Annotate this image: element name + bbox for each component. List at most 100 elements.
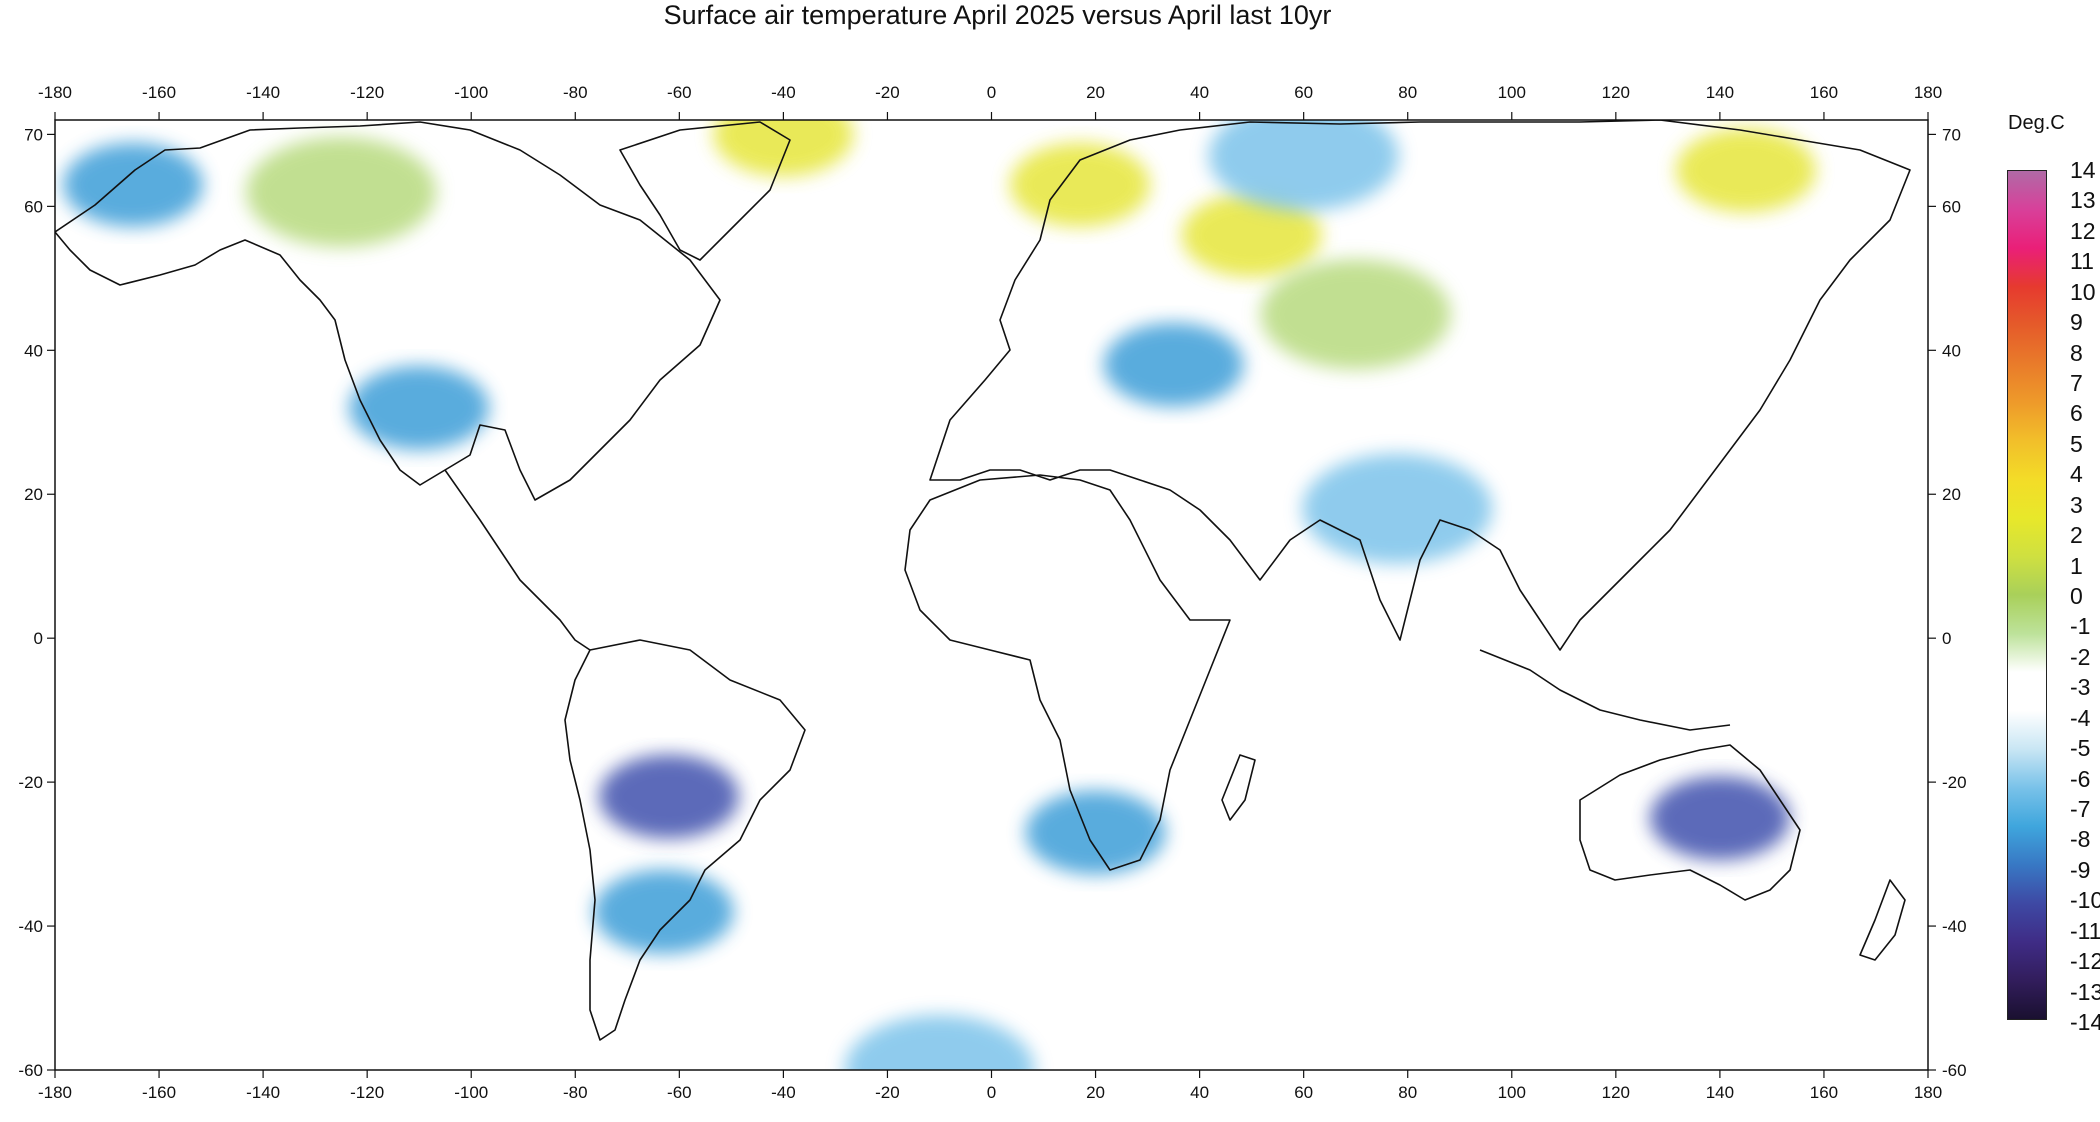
tick-label: -40 <box>771 83 796 102</box>
anomaly-region <box>1103 322 1244 407</box>
tick-label: 80 <box>1398 1083 1417 1102</box>
tick-label: 160 <box>1810 1083 1838 1102</box>
tick-label: 100 <box>1498 1083 1526 1102</box>
tick-label: -180 <box>38 1083 72 1102</box>
tick-label: -120 <box>350 1083 384 1102</box>
map-plot-area <box>54 119 1929 1071</box>
north-america-outline <box>55 121 721 501</box>
tick-label: 120 <box>1602 1083 1630 1102</box>
tick-label: -20 <box>875 83 900 102</box>
colorbar-label: -4 <box>2070 704 2091 731</box>
tick-label: 40 <box>1942 341 1961 360</box>
tick-label: -80 <box>563 1083 588 1102</box>
anomaly-region <box>1675 128 1816 213</box>
anomaly-region <box>1208 120 1399 211</box>
tick-label: 40 <box>1190 1083 1209 1102</box>
tick-label: 100 <box>1498 83 1526 102</box>
colorbar-label: -5 <box>2070 735 2091 762</box>
tick-label: -140 <box>246 1083 280 1102</box>
new-zealand-outline <box>1859 879 1906 961</box>
anomaly-region <box>349 365 490 450</box>
colorbar <box>2007 170 2047 1020</box>
axis-ticks: -180 -180 -160 -160 -140 -140 -120 -120 -100 -100… <box>18 83 1966 1102</box>
colorbar-label: -13 <box>2070 978 2100 1005</box>
tick-label: 0 <box>1942 629 1951 648</box>
colorbar-label: -11 <box>2070 917 2100 944</box>
anomaly-region <box>593 869 734 954</box>
anomaly-layer <box>63 120 1816 1070</box>
anomaly-region <box>1181 193 1322 278</box>
tick-label: 180 <box>1914 83 1942 102</box>
tick-label: -180 <box>38 83 72 102</box>
tick-label: -40 <box>771 1083 796 1102</box>
colorbar-label: 13 <box>2070 187 2096 214</box>
colorbar-label: -7 <box>2070 796 2091 822</box>
colorbar-title: Deg.C <box>2008 112 2065 134</box>
anomaly-region <box>1260 259 1451 370</box>
colorbar-label: -10 <box>2070 887 2100 914</box>
colorbar-label: 11 <box>2070 248 2094 275</box>
tick-label: 180 <box>1914 1083 1942 1102</box>
tick-label: 40 <box>1190 83 1209 102</box>
colorbar-label: 6 <box>2070 400 2083 427</box>
colorbar-label: 2 <box>2070 522 2083 549</box>
colorbar-label: -8 <box>2070 826 2091 853</box>
madagascar-outline <box>1221 754 1256 821</box>
colorbar-label: -6 <box>2070 765 2091 792</box>
colorbar-label: 8 <box>2070 339 2083 366</box>
tick-label: 0 <box>987 1083 996 1102</box>
south-america-outline <box>564 639 806 1041</box>
tick-label: 60 <box>1294 83 1313 102</box>
anomaly-region <box>598 754 739 839</box>
tick-label: 120 <box>1602 83 1630 102</box>
anomaly-region <box>713 120 854 177</box>
colorbar-label: 3 <box>2070 491 2083 518</box>
colorbar-label: 5 <box>2070 430 2083 457</box>
map-figure: -180 -180 -160 -160 -140 -140 -120 -120 -100 -100… <box>18 83 1966 1102</box>
colorbar-label: -3 <box>2070 674 2091 701</box>
tick-label: -60 <box>667 1083 692 1102</box>
coastlines <box>55 120 1911 1041</box>
colorbar-label: 10 <box>2070 278 2096 305</box>
colorbar-label: -14 <box>2070 1009 2100 1035</box>
tick-label: -20 <box>18 773 43 792</box>
tick-label: 20 <box>1942 485 1961 504</box>
tick-label: -160 <box>142 1083 176 1102</box>
tick-label: -40 <box>1942 917 1967 936</box>
ocean-background <box>55 120 1928 1070</box>
tick-label: 140 <box>1706 1083 1734 1102</box>
tick-label: 0 <box>987 83 996 102</box>
tick-label: 20 <box>24 485 43 504</box>
tick-label: 60 <box>1942 197 1961 216</box>
australia-outline <box>1579 744 1801 901</box>
tick-label: -60 <box>667 83 692 102</box>
tick-label: 60 <box>24 197 43 216</box>
tick-label: -160 <box>142 83 176 102</box>
tick-label: 60 <box>1294 1083 1313 1102</box>
tick-label: 40 <box>24 341 43 360</box>
greenland-outline <box>619 121 791 261</box>
colorbar-label: 9 <box>2070 309 2083 336</box>
colorbar-label: 4 <box>2070 461 2083 488</box>
anomaly-region <box>63 142 204 227</box>
tick-label: -20 <box>875 1083 900 1102</box>
colorbar-label: 1 <box>2070 552 2083 579</box>
tick-label: -100 <box>454 1083 488 1102</box>
tick-label: 70 <box>24 125 43 144</box>
indonesia-outline <box>1479 649 1731 731</box>
map-title: Surface air temperature April 2025 versu… <box>663 0 1332 30</box>
anomaly-region <box>1025 790 1166 875</box>
tick-label: 20 <box>1086 83 1105 102</box>
tick-label: 80 <box>1398 83 1417 102</box>
tick-label: 0 <box>34 629 43 648</box>
tick-label: 20 <box>1086 1083 1105 1102</box>
anomaly-region <box>1009 142 1150 227</box>
colorbar-label: 12 <box>2070 217 2096 244</box>
colorbar-label: -12 <box>2070 948 2100 975</box>
colorbar-label: 7 <box>2070 370 2083 396</box>
tick-label: -20 <box>1942 773 1967 792</box>
colorbar-label: -2 <box>2070 643 2091 670</box>
anomaly-region <box>844 1015 1035 1070</box>
tick-label: 140 <box>1706 83 1734 102</box>
tick-label: -60 <box>1942 1061 1967 1080</box>
